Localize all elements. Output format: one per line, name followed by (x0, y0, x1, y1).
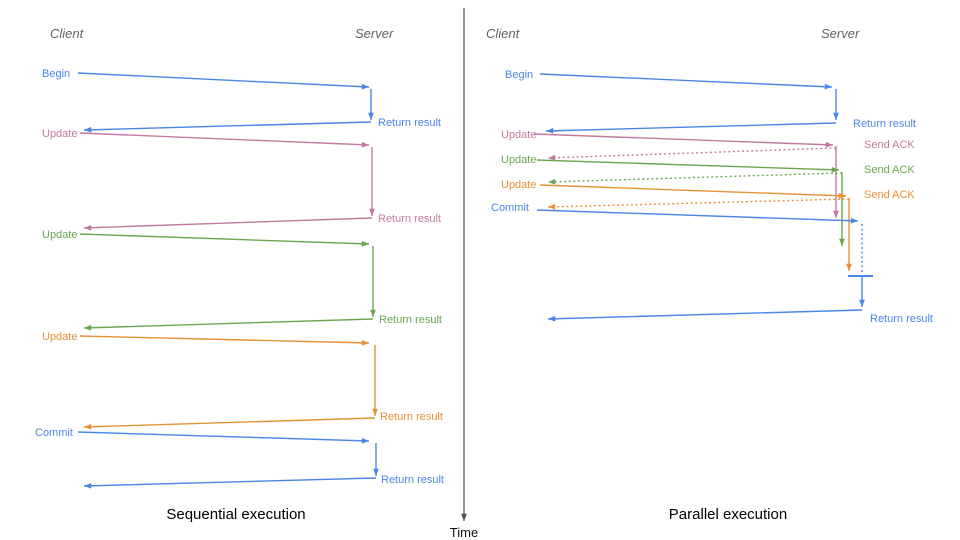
seq-commit-label: Commit (35, 427, 73, 439)
seq-step-update-3: Update Return result (42, 331, 443, 430)
seq-step-commit: Commit Return result (35, 427, 444, 489)
seq-step-begin: Begin Return result (42, 68, 441, 133)
seq-update2-request-arrow (79, 233, 370, 247)
par-begin-response-arrow (545, 122, 837, 134)
par-step-commit: Commit Return result (491, 202, 933, 325)
par-update3-ack-arrow-dotted (547, 198, 850, 210)
par-begin-label: Begin (505, 69, 533, 81)
par-commit-response-arrow (547, 309, 863, 322)
seq-update2-label: Update (42, 229, 77, 241)
seq-step-update-2: Update Return result (42, 229, 442, 331)
par-client-header: Client (486, 26, 521, 41)
seq-commit-response-arrow (83, 477, 377, 489)
par-update2-label: Update (501, 154, 536, 166)
seq-commit-request-arrow (77, 431, 370, 444)
parallel-title: Parallel execution (669, 506, 787, 523)
seq-update1-request-arrow (79, 132, 370, 148)
par-update2-ack-label: Send ACK (864, 164, 915, 176)
seq-update3-request-arrow (79, 335, 370, 346)
seq-step-update-1: Update Return result (42, 128, 441, 231)
seq-commit-response-label: Return result (381, 474, 444, 486)
par-update3-ack-label: Send ACK (864, 189, 915, 201)
par-server-header: Server (821, 26, 860, 41)
par-commit-response-label: Return result (870, 313, 933, 325)
par-update2-request-arrow (536, 159, 840, 173)
par-begin-request-arrow (539, 73, 833, 90)
par-commit-request-arrow (536, 209, 859, 224)
seq-update1-label: Update (42, 128, 77, 140)
seq-begin-label: Begin (42, 68, 70, 80)
par-step-update-1: Update Send ACK (501, 129, 915, 218)
seq-update3-response-label: Return result (380, 411, 443, 423)
par-update1-request-arrow (533, 133, 834, 148)
par-update2-ack-arrow-dotted (547, 172, 843, 185)
par-update1-ack-label: Send ACK (864, 139, 915, 151)
par-commit-label: Commit (491, 202, 529, 214)
time-axis: Time (450, 8, 478, 540)
seq-update2-response-arrow (83, 318, 374, 331)
seq-update2-response-label: Return result (379, 314, 442, 326)
par-update3-label: Update (501, 179, 536, 191)
sequential-panel: Client Server Begin Return result Update… (35, 26, 444, 523)
seq-begin-response-arrow (83, 121, 372, 133)
seq-update3-response-arrow (83, 417, 376, 430)
seq-client-header: Client (50, 26, 85, 41)
par-step-update-2: Update Send ACK (501, 154, 915, 246)
time-axis-label: Time (450, 525, 478, 540)
par-update1-label: Update (501, 129, 536, 141)
seq-update3-label: Update (42, 331, 77, 343)
seq-begin-response-label: Return result (378, 117, 441, 129)
par-step-begin: Begin Return result (505, 69, 916, 134)
seq-update1-response-arrow (83, 217, 373, 231)
sequential-title: Sequential execution (166, 506, 305, 523)
par-begin-response-label: Return result (853, 118, 916, 130)
parallel-panel: Client Server Begin Return result Update… (486, 26, 933, 523)
seq-server-header: Server (355, 26, 394, 41)
par-step-update-3: Update Send ACK (501, 179, 915, 271)
par-update1-ack-arrow-dotted (547, 147, 837, 161)
par-update3-request-arrow (539, 184, 847, 199)
seq-begin-request-arrow (77, 72, 370, 90)
seq-update1-response-label: Return result (378, 213, 441, 225)
